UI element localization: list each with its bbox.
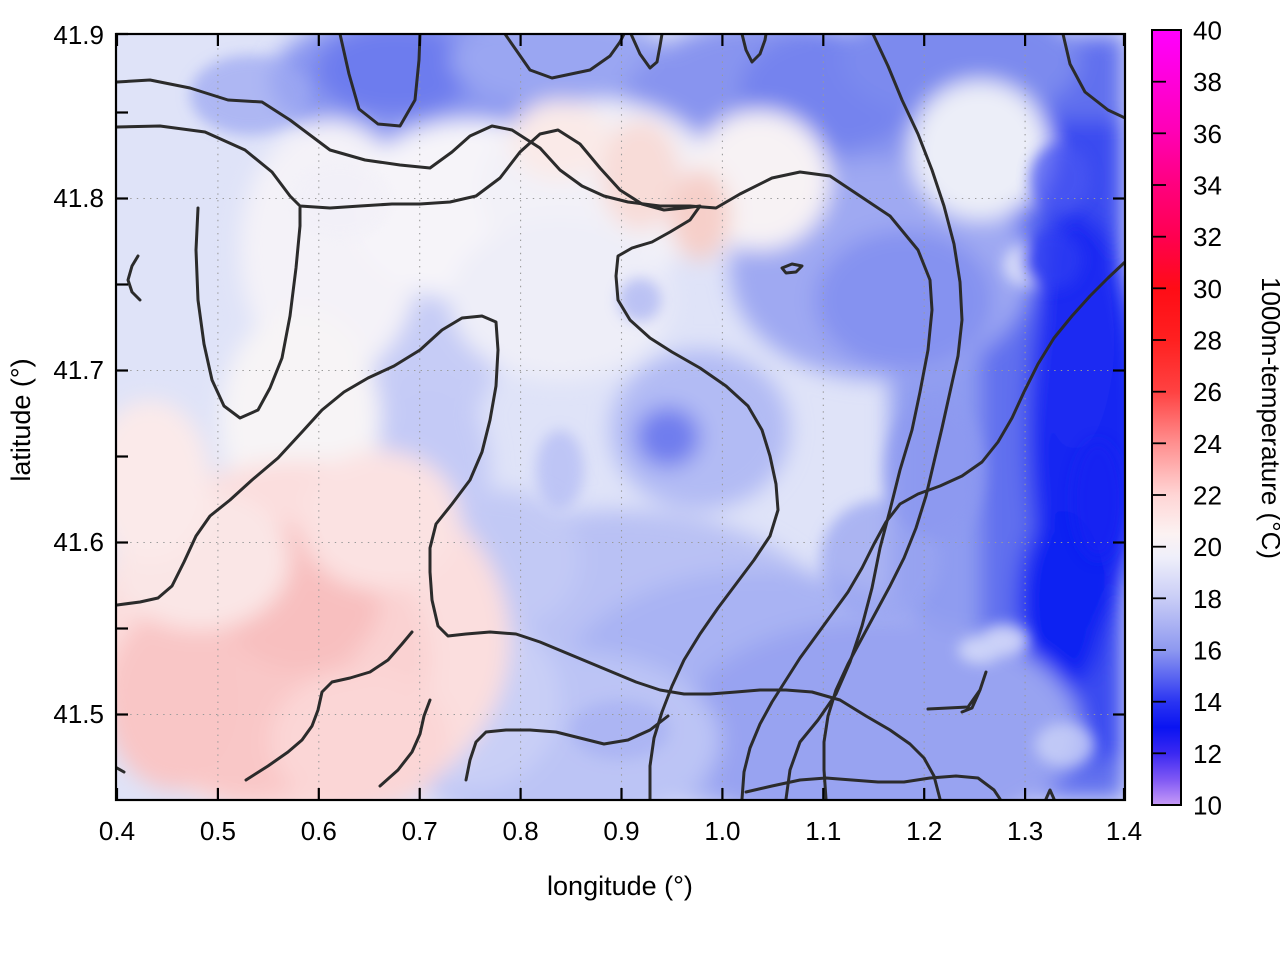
colorbar-tick-labels: 40 38 36 34 32 30 28 26 24 22 20 18 16 1… [1193,16,1222,821]
x-tick-label: 0.4 [99,816,135,846]
y-axis-tick-labels: 41.5 41.6 41.7 41.8 41.9 [53,20,104,729]
colorbar-tick-label: 34 [1193,171,1222,201]
colorbar-tick-label: 16 [1193,636,1222,666]
y-tick-label: 41.7 [53,355,104,385]
x-axis-ticks [115,34,1126,800]
colorbar-tick-label: 14 [1193,687,1222,717]
x-tick-label: 0.6 [301,816,337,846]
colorbar-tick-label: 22 [1193,481,1222,511]
x-tick-label: 0.5 [200,816,236,846]
colorbar-tick-label: 38 [1193,67,1222,97]
x-tick-label: 0.9 [603,816,639,846]
x-tick-label: 1.3 [1007,816,1043,846]
colorbar-tick-label: 36 [1193,119,1222,149]
y-axis-title: latitude (°) [6,358,36,481]
colorbar-tick-label: 40 [1193,16,1222,46]
x-axis-title: longitude (°) [547,871,693,901]
colorbar-tick-label: 20 [1193,532,1222,562]
y-tick-label: 41.9 [53,20,104,50]
colorbar-frame [1151,29,1182,806]
x-tick-label: 1.2 [906,816,942,846]
colorbar-ticks [1152,80,1166,755]
colorbar-title: 1000m-temperature (°C) [1256,277,1280,559]
x-tick-label: 1.0 [704,816,740,846]
colorbar-tick-label: 12 [1193,739,1222,769]
colorbar-tick-label: 18 [1193,584,1222,614]
colorbar-tick-label: 24 [1193,429,1222,459]
y-tick-label: 41.5 [53,699,104,729]
y-axis-ticks [116,32,1125,716]
heatmap-field [117,35,1124,799]
colorbar-tick-label: 28 [1193,326,1222,356]
y-tick-label: 41.6 [53,527,104,557]
y-tick-label: 41.8 [53,183,104,213]
colorbar-tick-label: 26 [1193,377,1222,407]
colorbar-tick-label: 30 [1193,274,1222,304]
colorbar-tick-label: 32 [1193,222,1222,252]
x-axis-tick-labels: 0.4 0.5 0.6 0.7 0.8 0.9 1.0 1.1 1.2 1.3 … [99,816,1142,846]
colorbar-tick-label: 10 [1193,791,1222,821]
x-tick-label: 0.7 [402,816,438,846]
colorbar: 40 38 36 34 32 30 28 26 24 22 20 18 16 1… [1151,16,1280,821]
x-tick-label: 1.4 [1106,816,1142,846]
x-tick-label: 1.1 [805,816,841,846]
colorbar-gradient [1152,30,1181,805]
contour-lines [117,35,1124,799]
x-tick-label: 0.8 [503,816,539,846]
